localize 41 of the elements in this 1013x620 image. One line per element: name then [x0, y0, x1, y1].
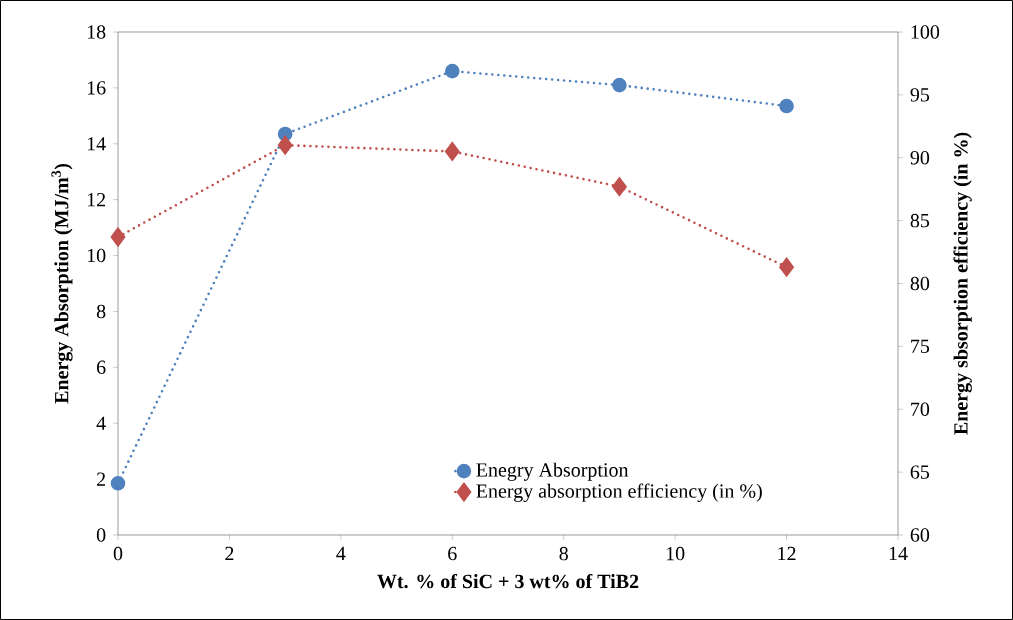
y-tick-label: 2 [97, 472, 106, 486]
x-tick-label: 10 [666, 546, 685, 561]
y-tick-label: 18 [87, 25, 106, 39]
x-tick-label: 14 [889, 546, 908, 561]
x-tick-label: 12 [778, 546, 796, 561]
y2-tick-label: 60 [910, 528, 930, 542]
y2-tick-label: 65 [910, 465, 930, 479]
y-tick-label: 10 [87, 248, 106, 263]
y-tick-label: 4 [96, 416, 106, 430]
y-tick-label: 6 [97, 360, 106, 375]
y2-tick-label: 100 [911, 25, 940, 39]
y2-tick-label: 75 [911, 339, 930, 353]
y2-tick-label: 85 [910, 213, 930, 228]
x-tick-label: 2 [225, 546, 234, 561]
x-tick-label: 8 [559, 546, 568, 561]
y2-tick-label: 70 [911, 402, 930, 416]
point [110, 475, 126, 491]
point [277, 135, 293, 155]
y2-tick-label: 95 [910, 88, 930, 102]
x-tick-label: 0 [113, 546, 123, 561]
point [444, 63, 460, 79]
y-tick-label: 0 [96, 528, 106, 542]
legend-label: Enegry Absorption [476, 462, 629, 481]
x-tick-label: 4 [336, 546, 346, 561]
y2-tick-label: 90 [910, 150, 930, 165]
y-axis-title: Energy Absorption (MJ/m$^{3}$) [51, 163, 73, 404]
y-tick-label: 8 [96, 304, 106, 319]
point [444, 142, 460, 161]
x-tick-label: 6 [448, 546, 457, 561]
x-axis-title: Wt. % of SiC + 3 wt% of TiB2 [377, 573, 639, 589]
y2-tick-label: 80 [910, 276, 930, 291]
y-tick-label: 16 [87, 81, 106, 95]
y2-axis-title: Energy sbsorption efficiency (in %) [953, 132, 972, 435]
point [110, 227, 126, 247]
point [612, 177, 627, 196]
legend-label: Energy absorption efficiency (in %) [476, 483, 762, 502]
point [779, 257, 794, 277]
point [612, 77, 627, 93]
point [779, 98, 794, 114]
y-tick-label: 14 [87, 137, 106, 151]
y-tick-label: 12 [87, 193, 106, 207]
